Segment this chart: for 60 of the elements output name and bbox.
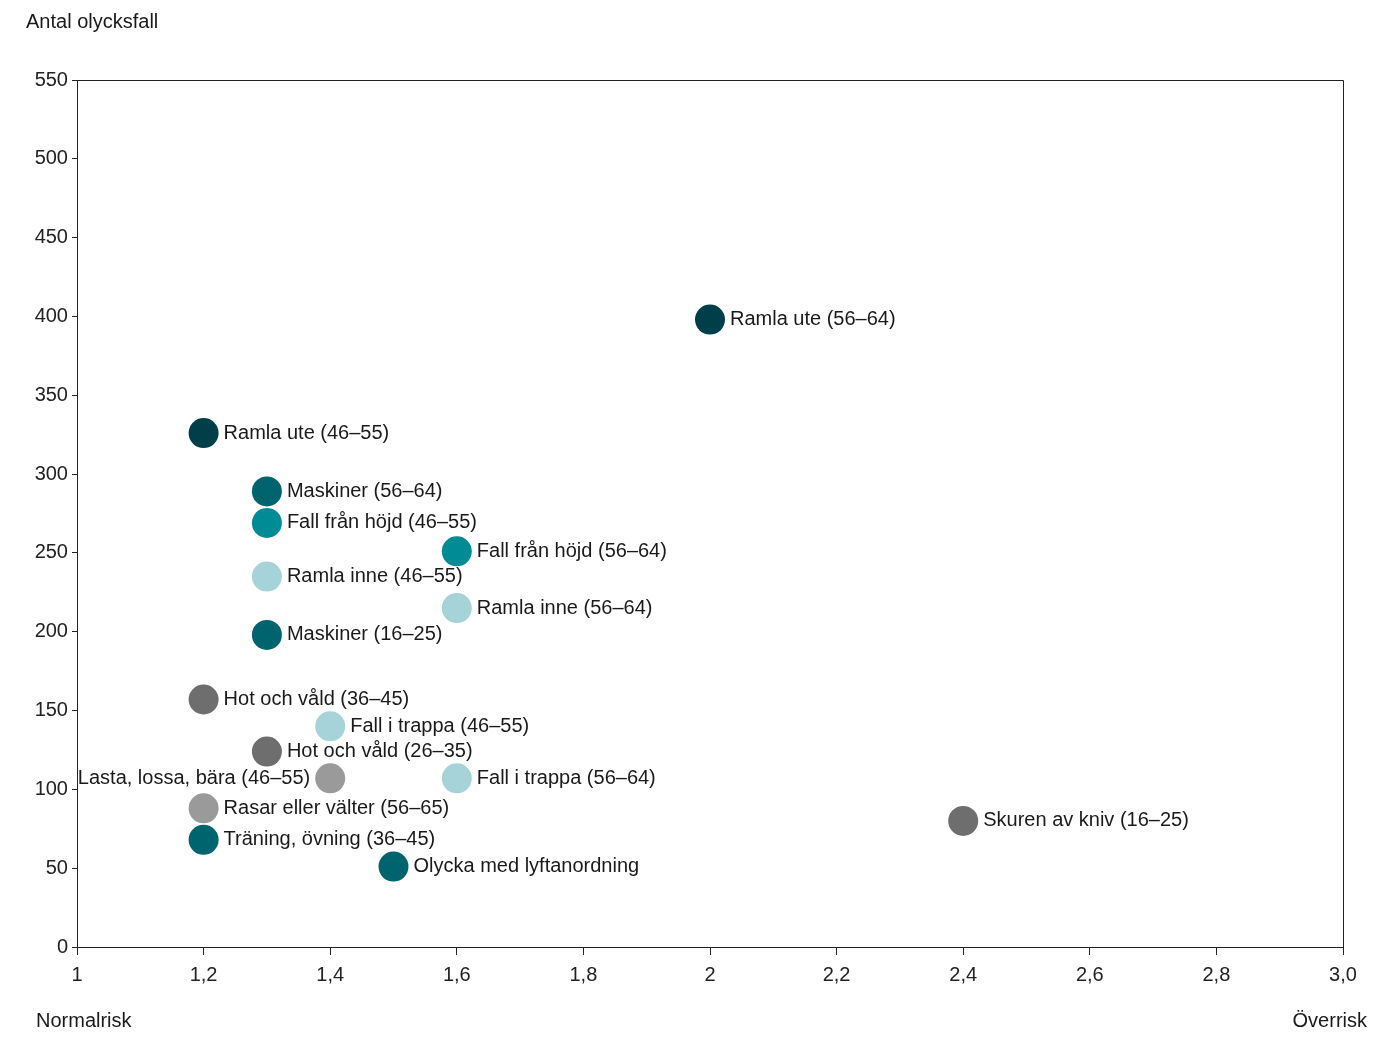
y-tick-label: 250 (34, 540, 68, 563)
series-label: Rasar eller välter (56–65) (223, 795, 450, 818)
series-label: Hot och våld (36–45) (223, 687, 410, 710)
x-tick-label: 2 (704, 962, 716, 985)
y-tick-label: 0 (56, 934, 68, 957)
series-label: Ramla ute (56–64) (730, 307, 896, 330)
point (441, 763, 472, 794)
y-axis-title: Antal olycksfall (26, 9, 159, 32)
point (315, 763, 346, 794)
series-label: Fall från höjd (56–64) (476, 538, 667, 561)
point (251, 736, 282, 767)
series-label: Fall i trappa (56–64) (476, 765, 656, 788)
series-label: Maskiner (16–25) (286, 622, 443, 645)
x-tick-label: 1 (71, 962, 83, 985)
y-tick-label: 100 (34, 776, 68, 799)
x-tick-label: 3,0 (1329, 962, 1357, 985)
point (251, 561, 282, 592)
point (251, 507, 282, 538)
y-tick-label: 550 (34, 67, 68, 90)
y-tick-label: 450 (34, 225, 68, 248)
point (188, 418, 219, 449)
x-tick-label: 1,8 (569, 962, 598, 985)
point (378, 851, 409, 882)
text: Överrisk (1292, 1008, 1368, 1031)
x-tick-label: 2,2 (822, 962, 851, 985)
y-tick-label: 200 (34, 619, 68, 642)
x-tick-label: 1,2 (189, 962, 218, 985)
y-tick-label: 50 (45, 855, 68, 878)
series-label: Ramla inne (46–55) (286, 564, 463, 587)
point (188, 793, 219, 824)
series-label: Olycka med lyftanordning (413, 854, 640, 877)
series-label: Fall i trappa (46–55) (350, 713, 530, 736)
y-tick-label: 350 (34, 382, 68, 405)
text: Normalrisk (36, 1008, 133, 1031)
x-tick-label: 1,4 (316, 962, 345, 985)
y-tick-label: 400 (34, 303, 68, 326)
x-tick-label: 2,4 (949, 962, 978, 985)
y-tick-label: 500 (34, 146, 68, 169)
series-label: Fall från höjd (46–55) (286, 510, 478, 533)
series-label: Ramla inne (56–64) (476, 595, 653, 618)
point (948, 805, 979, 836)
point (188, 824, 219, 855)
x-tick-label: 2,6 (1075, 962, 1104, 985)
series-label: Skuren av kniv (16–25) (983, 808, 1189, 831)
y-tick-label: 300 (34, 461, 68, 484)
y-tick-label: 150 (34, 698, 68, 721)
point (188, 684, 219, 715)
point (441, 536, 472, 567)
series-label: Träning, övning (36–45) (223, 827, 436, 850)
point (251, 619, 282, 650)
series-label: Ramla ute (46–55) (223, 420, 390, 443)
point (315, 711, 346, 742)
series-label: Hot och våld (26–35) (286, 739, 473, 762)
point (695, 304, 725, 335)
point (441, 593, 472, 624)
x-tick-label: 1,6 (442, 962, 471, 985)
point (251, 476, 282, 507)
x-tick-label: 2,8 (1202, 962, 1231, 985)
series-label: Maskiner (56–64) (286, 478, 443, 501)
series-label: Lasta, lossa, bära (46–55) (77, 765, 311, 788)
